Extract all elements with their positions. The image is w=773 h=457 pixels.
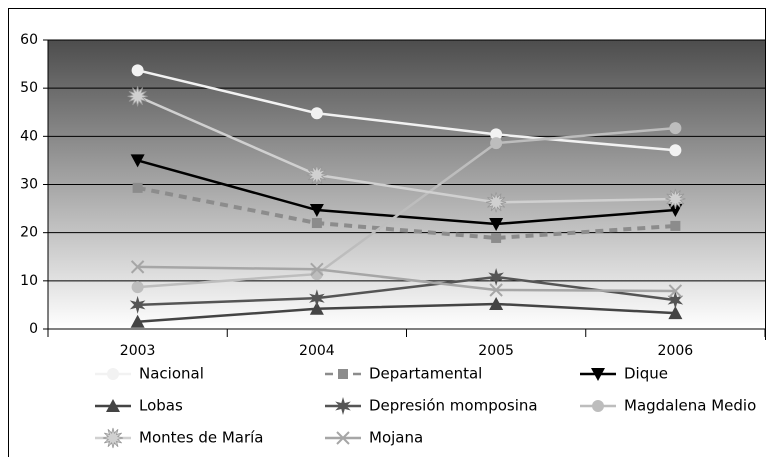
marker [669,144,682,157]
marker [131,64,144,77]
marker [130,314,145,328]
x-tick-label: 2004 [299,343,335,359]
series-line [137,302,676,324]
marker-stroke [130,260,145,274]
marker [310,107,323,120]
marker-stroke [336,431,350,445]
marker [668,204,683,218]
marker [106,399,120,412]
y-tick-label: 0 [29,321,38,337]
marker [338,369,348,379]
marker [130,154,145,168]
marker [309,204,324,218]
marker [490,128,503,141]
y-tick-label: 10 [20,273,38,289]
x-tick-label: 2005 [478,343,514,359]
marker [486,192,507,213]
series-line [137,126,676,289]
legend-label: Depresión momposina [369,397,538,415]
series-line [137,275,676,307]
y-tick-label: 60 [20,32,38,48]
marker [335,397,351,415]
series-line [137,265,676,293]
legend-label: Magdalena Medio [624,397,756,415]
marker [591,368,605,381]
marker [309,301,324,315]
marker [669,122,682,135]
y-tick-label: 30 [20,177,38,193]
marker [131,281,144,294]
series-line [137,159,676,226]
marker-stroke [668,284,683,298]
marker [102,427,124,449]
marker [310,262,324,276]
x-tick-label: 2006 [658,343,694,359]
marker [668,284,683,298]
marker [489,217,504,231]
marker [490,137,503,150]
legend-label: Lobas [139,397,183,415]
series-line [137,69,676,152]
marker-stroke [310,262,324,276]
marker [107,368,119,380]
marker [491,232,502,243]
marker [667,291,684,310]
marker [488,268,504,286]
legend-label: Nacional [139,365,204,383]
chart-frame [8,8,766,457]
marker-stroke [489,283,503,297]
marker [306,164,327,185]
marker [129,295,146,314]
marker [309,289,325,308]
x-tick-label: 2003 [120,343,156,359]
y-tick-label: 40 [20,128,38,144]
marker [592,400,604,412]
marker [670,220,681,231]
marker [132,182,143,193]
marker [665,188,686,209]
legend-label: Mojana [369,429,423,447]
series-line [137,95,676,204]
series-line [137,185,676,240]
legend-label: Dique [624,365,668,383]
marker [489,283,503,297]
y-tick-label: 50 [20,80,38,96]
marker [489,296,504,310]
marker [336,431,350,445]
legend-label: Montes de María [139,429,264,447]
marker [311,218,322,229]
marker [130,260,145,274]
marker [668,306,683,320]
y-tick-label: 20 [20,225,38,241]
marker [127,86,148,107]
legend-label: Departamental [369,365,482,383]
